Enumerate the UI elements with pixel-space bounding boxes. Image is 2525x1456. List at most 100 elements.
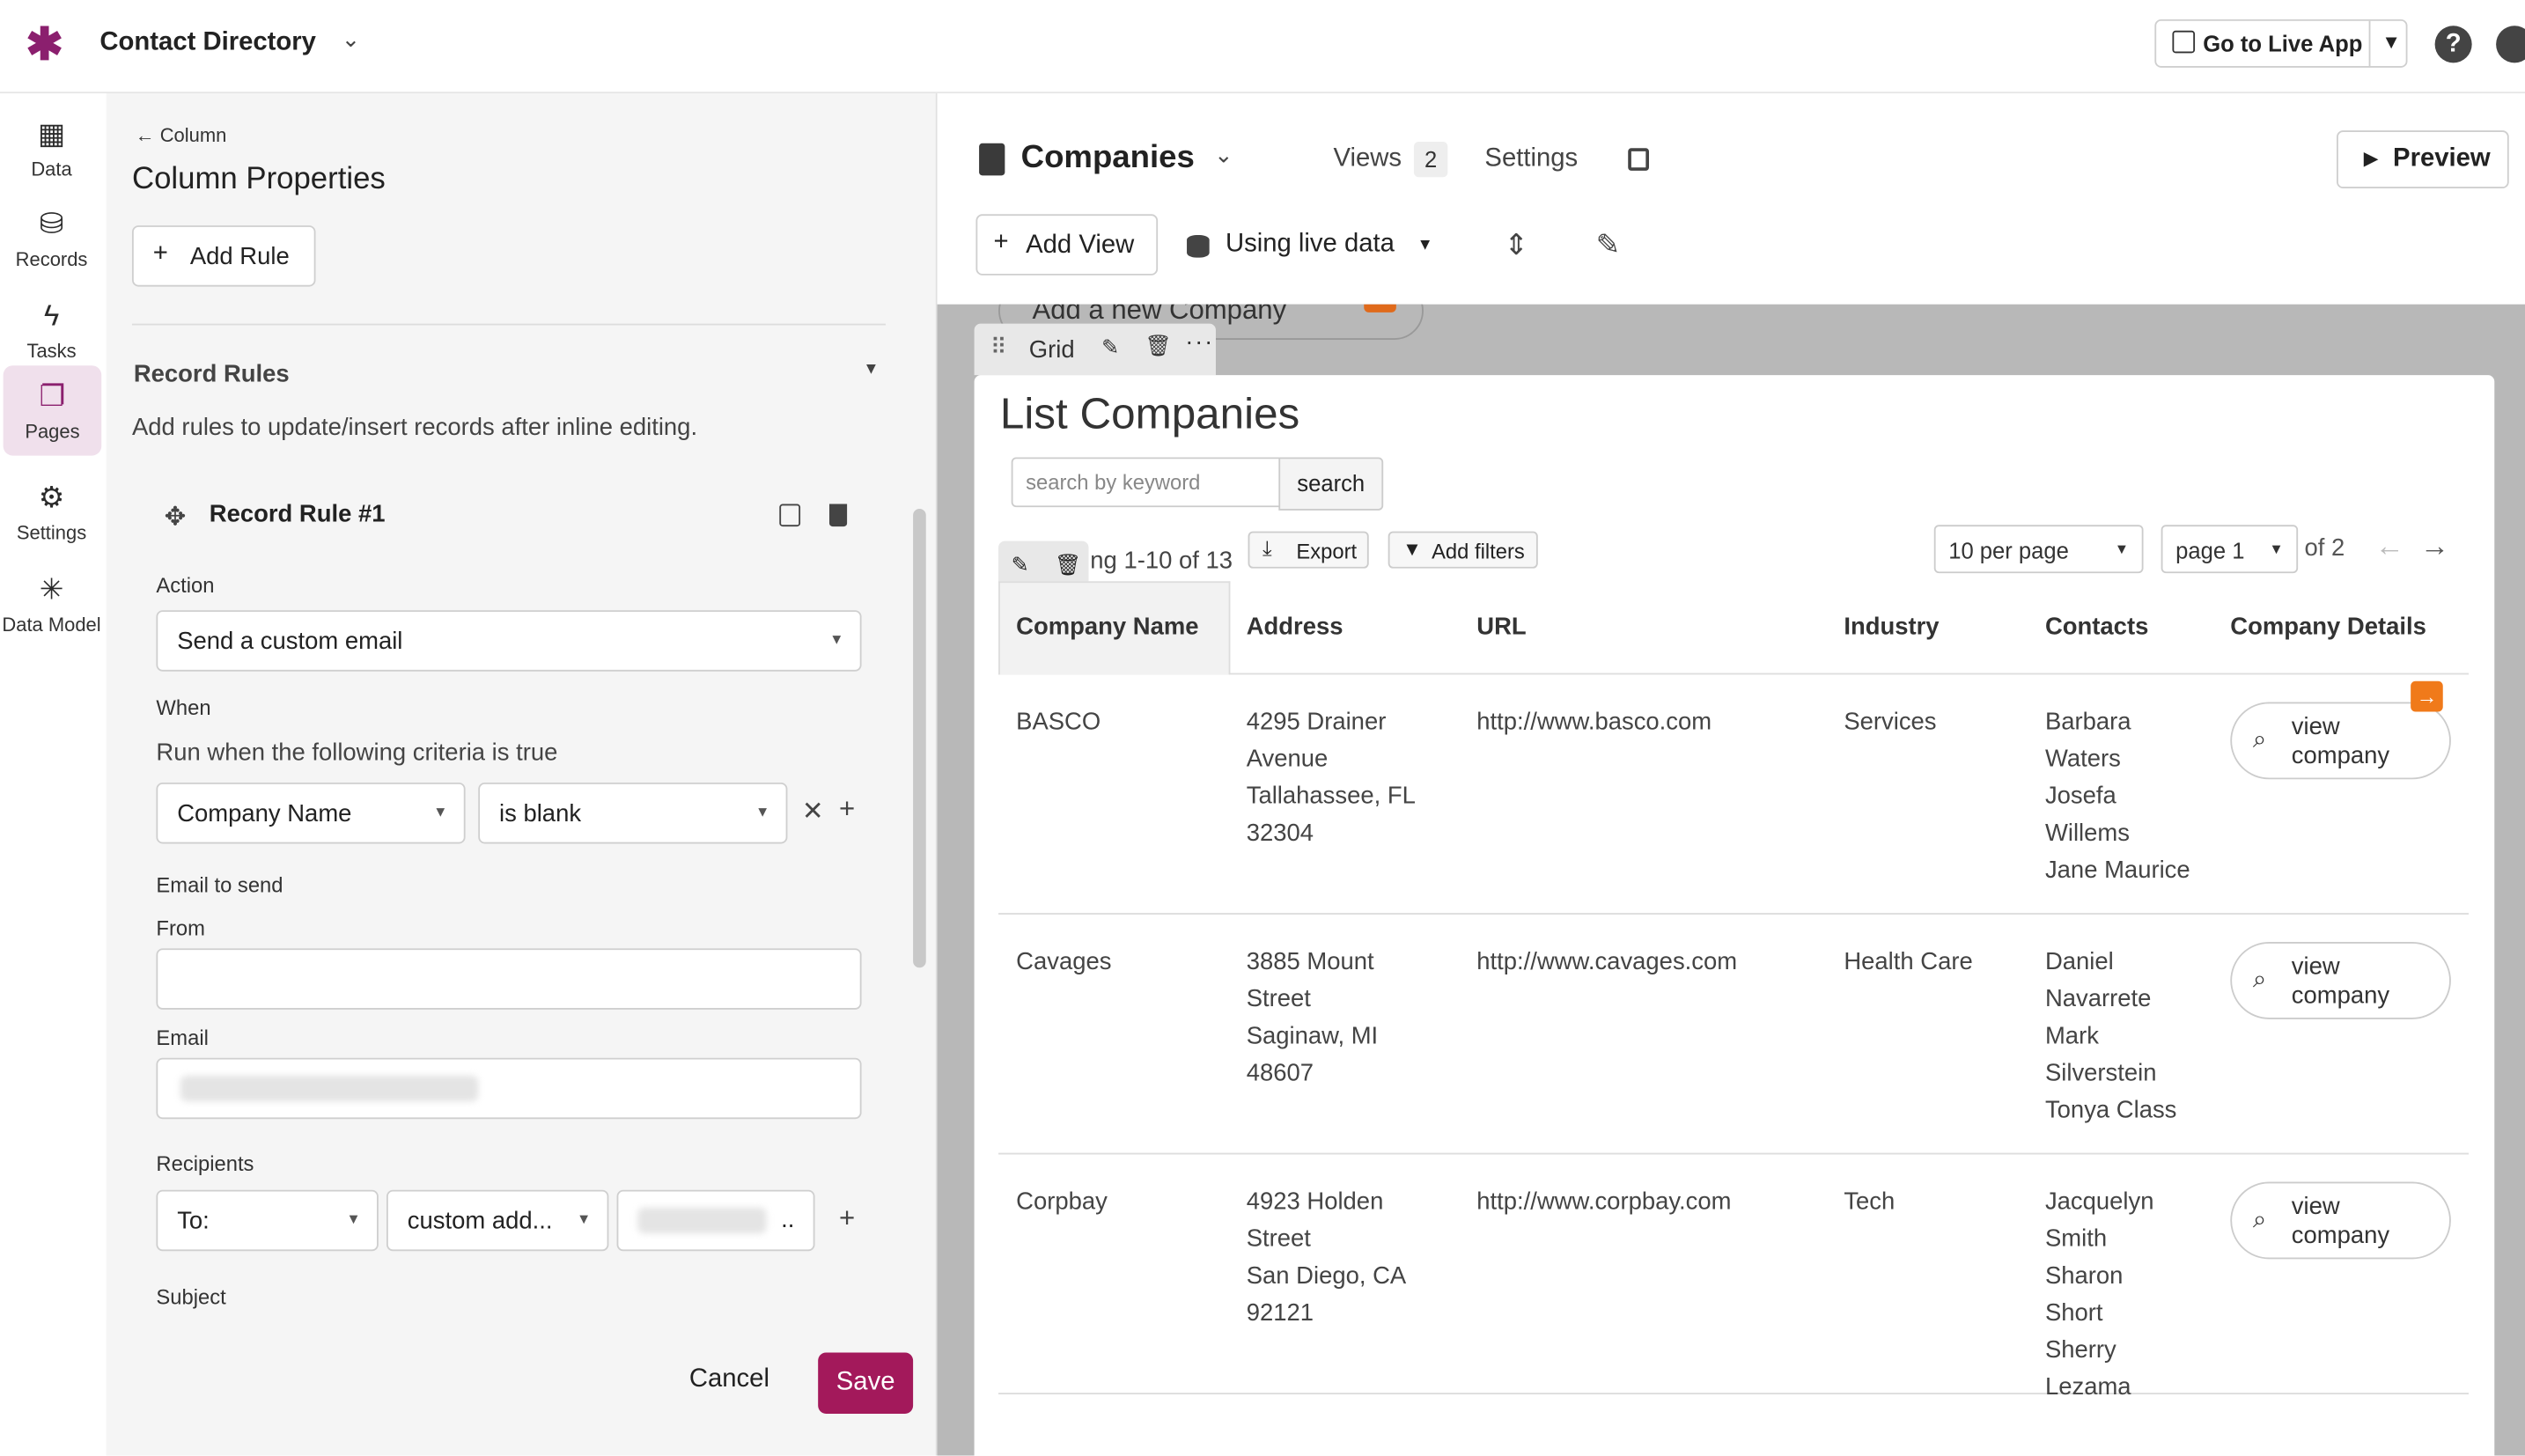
caret-down-icon[interactable]: ▼: [863, 360, 880, 379]
add-view-button[interactable]: + Add View: [975, 214, 1159, 276]
panel-scrollbar[interactable]: [913, 508, 926, 968]
criteria-operator-select[interactable]: is blank ▼: [478, 782, 788, 844]
trash-icon[interactable]: 🗑: [1145, 333, 1172, 358]
company-name-cell: BASCO: [1016, 708, 1101, 736]
drag-handle-icon[interactable]: ⠿: [990, 333, 1007, 359]
chevron-down-icon[interactable]: ⌄: [1214, 141, 1233, 168]
move-icon[interactable]: ✥: [164, 504, 187, 532]
recipients-to-value: To:: [177, 1207, 210, 1235]
no-edit-icon[interactable]: ✎: [1595, 228, 1621, 261]
email-input[interactable]: [156, 1057, 862, 1120]
nav-item-settings[interactable]: ⚙ Settings: [0, 467, 103, 556]
plus-icon[interactable]: +: [838, 1202, 856, 1234]
preview-button[interactable]: ▶ Preview: [2337, 130, 2509, 189]
caret-down-icon[interactable]: ▼: [1417, 236, 1433, 254]
per-page-select[interactable]: 10 per page ▼: [1933, 525, 2144, 574]
nav-label: Records: [15, 247, 88, 271]
from-input[interactable]: [156, 948, 862, 1010]
action-select[interactable]: Send a custom email ▼: [156, 610, 862, 672]
view-company-button[interactable]: ⌕ view company: [2230, 702, 2451, 780]
search-button[interactable]: search: [1278, 457, 1384, 511]
selected-column-header[interactable]: [998, 581, 1231, 675]
nav-item-data[interactable]: ▦ Data: [0, 103, 103, 193]
nav-label: Settings: [16, 521, 87, 545]
recipients-type-select[interactable]: custom add... ▼: [386, 1189, 609, 1252]
nav-item-pages[interactable]: ❐ Pages: [3, 365, 102, 456]
close-icon[interactable]: ✕: [801, 798, 824, 827]
address-cell-line: San Diego, CA: [1246, 1262, 1407, 1291]
copy-icon[interactable]: [779, 504, 801, 527]
pencil-icon[interactable]: ✎: [1011, 552, 1029, 577]
recipients-value-input[interactable]: ..: [616, 1189, 815, 1252]
plus-icon[interactable]: +: [838, 793, 856, 825]
table-row[interactable]: Cavages 3885 Mount Street Saginaw, MI 48607 h…: [998, 915, 2470, 1155]
arrow-left-icon[interactable]: ←: [2374, 529, 2404, 563]
trash-icon[interactable]: [828, 504, 848, 527]
back-link[interactable]: ← Column: [135, 123, 227, 147]
gear-icon: ⚙: [38, 481, 65, 514]
add-rule-button[interactable]: + Add Rule: [131, 225, 316, 287]
grid-view-tag[interactable]: ⠿ Grid ✎ 🗑 ···: [974, 323, 1216, 376]
caret-down-icon: ▼: [2269, 540, 2284, 557]
nav-item-records[interactable]: ⛁ Records: [0, 193, 103, 283]
go-to-live-app-button[interactable]: Go to Live App ▼: [2154, 18, 2408, 68]
view-company-button[interactable]: ⌕ view company: [2230, 1181, 2451, 1260]
help-icon[interactable]: ?: [2434, 26, 2472, 63]
column-header[interactable]: Address: [1246, 613, 1343, 641]
address-cell: 3885 Mount Street Saginaw, MI 48607: [1247, 944, 1378, 1092]
address-cell: 4295 Drainer Avenue Tallahassee, FL 32304: [1247, 703, 1416, 851]
add-filters-button[interactable]: ▼ Add filters: [1388, 531, 1538, 569]
column-header[interactable]: Industry: [1844, 613, 1940, 641]
contacts-cell-line: Jacquelyn: [2044, 1188, 2154, 1216]
recipients-to-select[interactable]: To: ▼: [156, 1189, 379, 1252]
live-data-toggle[interactable]: Using live data: [1225, 230, 1395, 258]
app-title[interactable]: Contact Directory: [99, 28, 316, 57]
column-header[interactable]: URL: [1476, 613, 1527, 641]
address-cell-line: 48607: [1246, 1059, 1314, 1087]
table-row[interactable]: Corpbay 4923 Holden Street San Diego, CA 921…: [998, 1154, 2470, 1401]
filter-icon: ▼: [1402, 537, 1422, 561]
column-header[interactable]: Company Name: [1016, 613, 1199, 641]
divider: [2368, 20, 2371, 66]
view-company-button[interactable]: ⌕ view company: [2230, 942, 2451, 1019]
criteria-field-select[interactable]: Company Name ▼: [156, 782, 466, 844]
blurred-recipient: [637, 1207, 767, 1234]
more-icon[interactable]: ···: [1185, 328, 1215, 357]
page-editor: Companies ⌄ Views 2 Settings ▶ Preview +…: [935, 93, 2525, 1456]
tab-settings[interactable]: Settings: [1484, 144, 1579, 173]
nav-item-tasks[interactable]: ϟ Tasks: [0, 285, 103, 375]
live-app-label: Go to Live App: [2203, 30, 2363, 57]
network-icon: ✳: [39, 573, 64, 606]
user-avatar-icon[interactable]: [2496, 26, 2525, 63]
blurred-email: [180, 1075, 479, 1102]
nav-label: Data: [31, 158, 72, 180]
search-input[interactable]: search by keyword: [1011, 457, 1282, 508]
arrow-right-icon[interactable]: →: [2420, 529, 2450, 563]
plus-icon: +: [152, 239, 168, 268]
trash-icon[interactable]: 🗑: [1055, 552, 1082, 577]
page-select[interactable]: page 1 ▼: [2161, 525, 2299, 574]
tab-views[interactable]: Views: [1333, 144, 1402, 173]
export-button[interactable]: ⤓ Export: [1248, 531, 1369, 569]
zoom-in-icon: ⌕: [2252, 725, 2267, 754]
app-logo-icon[interactable]: ✱: [26, 18, 64, 70]
caret-down-icon[interactable]: ▼: [2381, 30, 2401, 54]
address-cell-line: 4923 Holden: [1246, 1188, 1384, 1216]
column-header[interactable]: Contacts: [2044, 613, 2149, 641]
panel-footer: Cancel Save: [106, 1320, 936, 1456]
add-rule-label: Add Rule: [189, 243, 290, 271]
record-rules-title[interactable]: Record Rules: [133, 360, 290, 388]
table-row[interactable]: BASCO 4295 Drainer Avenue Tallahassee, FL 32…: [998, 674, 2470, 915]
save-button[interactable]: Save: [818, 1352, 914, 1414]
page-name[interactable]: Companies: [1020, 140, 1195, 176]
cancel-button[interactable]: Cancel: [688, 1365, 769, 1393]
caret-down-icon: ▼: [2114, 540, 2130, 557]
chevron-down-icon[interactable]: ⌄: [341, 26, 361, 52]
nav-item-data-model[interactable]: ✳ Data Model: [0, 559, 103, 649]
expand-height-icon[interactable]: ⇕: [1504, 228, 1528, 261]
column-header[interactable]: Company Details: [2230, 613, 2426, 641]
lock-icon[interactable]: [1628, 148, 1649, 171]
pencil-icon[interactable]: ✎: [1101, 335, 1120, 359]
action-label: Action: [156, 573, 215, 598]
arrow-right-icon[interactable]: →: [2411, 680, 2443, 712]
